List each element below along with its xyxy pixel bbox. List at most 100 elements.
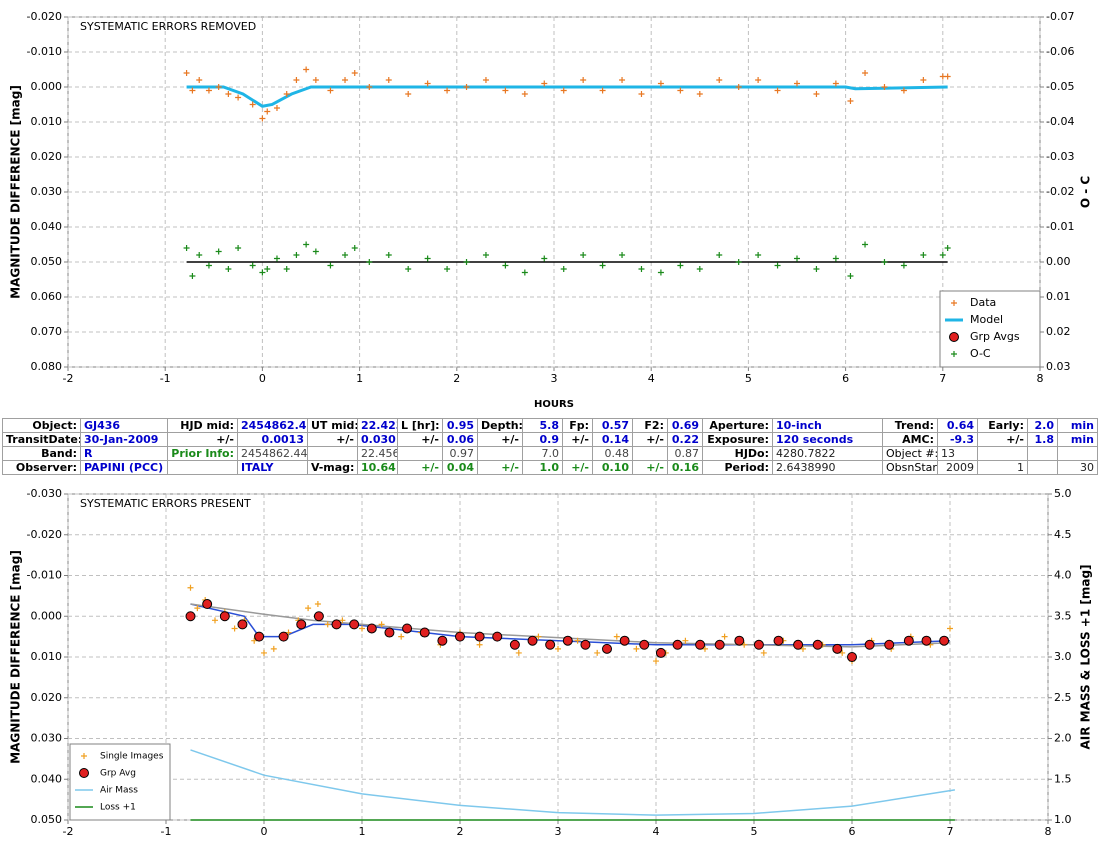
point bbox=[560, 87, 567, 94]
point bbox=[862, 241, 869, 248]
point bbox=[314, 601, 321, 608]
point bbox=[760, 649, 767, 656]
point bbox=[794, 80, 800, 87]
point bbox=[313, 611, 324, 622]
x-tick-label: 1 bbox=[359, 825, 366, 838]
x-tick-label: 6 bbox=[842, 372, 849, 385]
table-cell: F2: bbox=[632, 418, 668, 433]
table-cell: AMC: bbox=[882, 432, 938, 447]
point bbox=[773, 635, 784, 646]
y2-tick-label: -0.03 bbox=[1046, 150, 1074, 163]
legend-swatch bbox=[79, 768, 89, 778]
point bbox=[259, 115, 266, 122]
table-cell: 7.0 bbox=[522, 446, 563, 461]
table-cell: 0.0013 bbox=[237, 432, 308, 447]
table-cell: 0.48 bbox=[592, 446, 633, 461]
point bbox=[657, 269, 664, 276]
y2-tick-label: -0.02 bbox=[1046, 185, 1074, 198]
table-cell bbox=[477, 446, 523, 461]
point bbox=[303, 241, 310, 248]
point bbox=[185, 611, 196, 622]
y-tick-label: 0.040 bbox=[31, 772, 63, 785]
point bbox=[939, 252, 946, 258]
legend-label: Air Mass bbox=[100, 786, 138, 796]
point bbox=[535, 633, 542, 640]
x-tick-label: -1 bbox=[161, 825, 172, 838]
point bbox=[613, 633, 620, 640]
table-cell: TransitDate: bbox=[2, 432, 81, 447]
point bbox=[231, 625, 238, 632]
point bbox=[225, 266, 232, 272]
point bbox=[259, 269, 266, 276]
table-cell: R bbox=[80, 446, 168, 461]
point bbox=[800, 645, 806, 652]
point bbox=[303, 66, 310, 73]
x-tick-label: 0 bbox=[261, 825, 268, 838]
point bbox=[419, 627, 430, 638]
table-cell: +/- bbox=[632, 460, 668, 475]
table-cell: Object: bbox=[2, 418, 81, 433]
point bbox=[847, 652, 857, 662]
point bbox=[359, 625, 365, 632]
point bbox=[187, 584, 194, 591]
x-tick-label: -2 bbox=[63, 372, 74, 385]
table-row: Observer: PAPINI (PCC) ITALY V-mag: 10.64 +/-… bbox=[2, 460, 1098, 475]
point bbox=[619, 252, 626, 258]
point bbox=[755, 77, 762, 83]
point bbox=[702, 645, 708, 652]
point bbox=[249, 101, 256, 108]
point bbox=[599, 87, 606, 94]
point bbox=[734, 635, 745, 646]
table-cell: +/- bbox=[397, 432, 443, 447]
x-tick-label: 4 bbox=[653, 825, 660, 838]
point bbox=[463, 259, 470, 265]
point bbox=[639, 639, 650, 650]
point bbox=[900, 262, 907, 269]
table-cell: 120 seconds bbox=[772, 432, 883, 447]
point bbox=[657, 80, 664, 87]
table-cell: 10-inch bbox=[772, 418, 883, 433]
point bbox=[921, 635, 932, 646]
point bbox=[638, 91, 645, 97]
point bbox=[405, 266, 412, 272]
y-tick-label: 0.010 bbox=[31, 650, 63, 663]
table-cell: PAPINI (PCC) bbox=[80, 460, 168, 475]
point bbox=[196, 252, 203, 258]
point bbox=[398, 633, 405, 640]
point bbox=[331, 619, 342, 630]
point bbox=[580, 77, 587, 83]
point bbox=[342, 77, 349, 83]
table-cell: +/- bbox=[632, 432, 668, 447]
table-cell: 0.06 bbox=[442, 432, 478, 447]
point bbox=[278, 631, 289, 642]
y2-tick-label: 2.5 bbox=[1054, 691, 1072, 704]
y2-tick-label: 0.00 bbox=[1046, 255, 1071, 268]
table-cell: 22.423 bbox=[357, 418, 398, 433]
point bbox=[327, 87, 334, 94]
point bbox=[939, 635, 950, 646]
table-cell bbox=[167, 460, 238, 475]
table-cell bbox=[397, 446, 443, 461]
point bbox=[283, 91, 290, 97]
x-tick-label: 7 bbox=[939, 372, 946, 385]
point bbox=[476, 641, 483, 648]
x-tick-label: 4 bbox=[648, 372, 655, 385]
table-cell: Early: bbox=[977, 418, 1028, 433]
point bbox=[183, 245, 190, 251]
point bbox=[293, 252, 300, 258]
table-cell: +/- bbox=[477, 460, 523, 475]
legend-swatch bbox=[951, 300, 957, 306]
table-cell: UT mid: bbox=[307, 418, 358, 433]
legend-label: Model bbox=[970, 313, 1003, 326]
point bbox=[832, 255, 839, 262]
point bbox=[366, 259, 373, 265]
point bbox=[594, 649, 601, 656]
point bbox=[527, 635, 538, 646]
y-tick-label: 0.040 bbox=[31, 220, 63, 233]
table-cell: HJDo: bbox=[702, 446, 773, 461]
point bbox=[655, 647, 666, 658]
chart-title: SYSTEMATIC ERRORS PRESENT bbox=[80, 497, 251, 510]
legend-label: Loss +1 bbox=[100, 803, 136, 813]
